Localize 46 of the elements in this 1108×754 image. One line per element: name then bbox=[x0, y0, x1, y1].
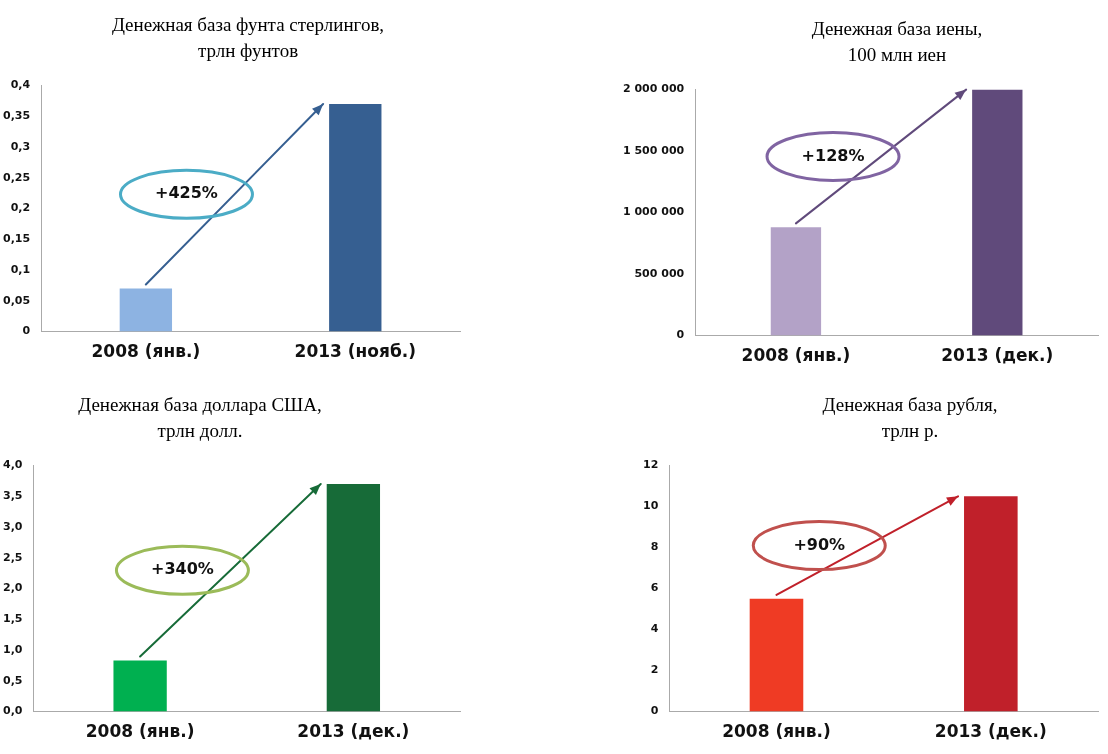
y-tick-label: 8 bbox=[650, 540, 659, 554]
x-tick-label: 2008 (янв.) bbox=[722, 721, 831, 742]
x-tick-label: 2013 (дек.) bbox=[941, 345, 1054, 366]
y-tick-label: 1 500 000 bbox=[622, 143, 685, 157]
y-tick-label: 0,3 bbox=[10, 139, 31, 153]
y-tick-label: 0,05 bbox=[3, 293, 31, 307]
y-tick-label: 0 bbox=[650, 704, 659, 718]
y-tick-label: 6 bbox=[650, 581, 659, 595]
y-tick-label: 4,0 bbox=[2, 458, 23, 472]
annotation: +425% bbox=[155, 183, 218, 203]
y-tick-label: 0,35 bbox=[3, 109, 31, 123]
chart-title: Денежная база иены, 100 млн иен bbox=[810, 17, 984, 67]
y-tick-label: 12 bbox=[643, 458, 659, 472]
y-tick-label: 4 bbox=[650, 622, 659, 636]
x-tick-label: 2013 (дек.) bbox=[934, 721, 1047, 742]
y-tick-label: 0 bbox=[676, 328, 685, 342]
y-tick-label: 0,0 bbox=[2, 704, 23, 718]
y-tick-label: 2,5 bbox=[2, 550, 23, 564]
y-tick-label: 2 000 000 bbox=[622, 82, 685, 96]
annotation: +90% bbox=[793, 534, 846, 554]
y-tick-label: 1,0 bbox=[2, 642, 23, 656]
y-tick-label: 3,0 bbox=[2, 519, 23, 533]
annotation: +128% bbox=[801, 145, 865, 165]
x-tick-label: 2013 (дек.) bbox=[297, 721, 410, 742]
x-tick-label: 2008 (янв.) bbox=[91, 341, 201, 362]
y-tick-label: 0,25 bbox=[3, 170, 31, 184]
y-tick-label: 0 bbox=[22, 324, 31, 338]
y-tick-label: 1 000 000 bbox=[622, 205, 685, 219]
y-tick-label: 3,5 bbox=[2, 489, 23, 503]
y-tick-label: 500 000 bbox=[634, 266, 685, 280]
x-tick-label: 2008 (янв.) bbox=[741, 345, 851, 366]
chart-title: Денежная база доллара США, трлн долл. bbox=[77, 393, 323, 443]
y-tick-label: 0,5 bbox=[2, 673, 23, 687]
chart-title: Денежная база фунта стерлингов, трлн фунтов bbox=[110, 13, 386, 63]
y-tick-label: 0,1 bbox=[10, 262, 31, 276]
chart-title: Денежная база рубля, трлн р. bbox=[821, 393, 999, 443]
y-tick-label: 1,5 bbox=[2, 612, 23, 626]
y-tick-label: 10 bbox=[643, 499, 659, 513]
y-tick-label: 0,15 bbox=[3, 232, 31, 246]
y-tick-label: 0,4 bbox=[10, 78, 31, 92]
y-tick-label: 2 bbox=[650, 663, 659, 677]
y-tick-label: 0,2 bbox=[10, 201, 31, 215]
x-tick-label: 2008 (янв.) bbox=[85, 721, 195, 742]
x-tick-label: 2013 (нояб.) bbox=[294, 341, 417, 362]
annotation: +340% bbox=[150, 559, 214, 579]
y-tick-label: 2,0 bbox=[2, 581, 23, 595]
